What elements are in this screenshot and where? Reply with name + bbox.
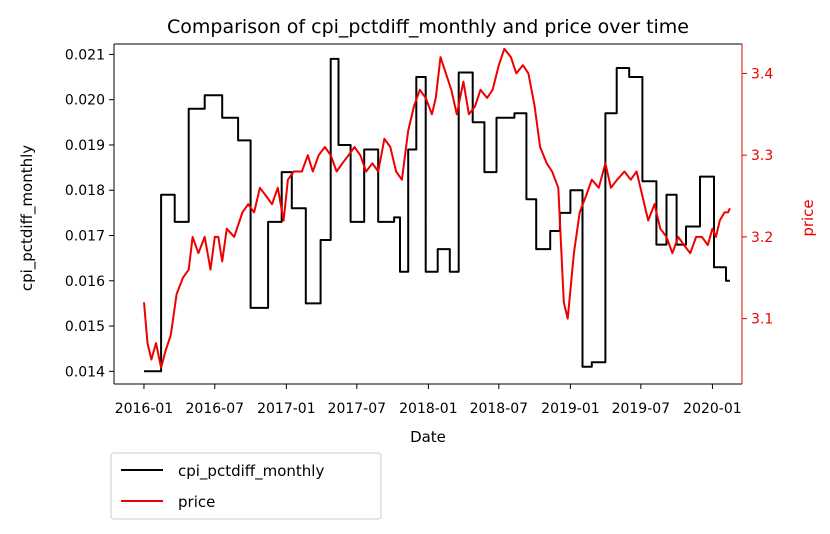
left-y-axis-label: cpi_pctdiff_monthly xyxy=(18,145,37,291)
right-y-tick-label: 3.1 xyxy=(751,312,773,328)
left-y-axis: 0.014 0.015 0.016 0.017 0.018 0.019 0.020 0.021 xyxy=(65,47,114,380)
left-y-tick-label: 0.014 xyxy=(65,364,105,380)
legend-frame xyxy=(110,452,382,520)
x-tick-label: 2018-01 xyxy=(399,401,458,417)
x-axis-label: Date xyxy=(410,428,446,446)
legend-label-price: price xyxy=(178,493,215,511)
left-y-tick-label: 0.018 xyxy=(65,183,105,199)
x-tick-label: 2020-01 xyxy=(683,401,742,417)
right-y-tick-label: 3.2 xyxy=(751,230,773,246)
legend: cpi_pctdiff_monthly price xyxy=(110,452,382,520)
plot-area xyxy=(113,43,743,385)
x-tick-label: 2016-01 xyxy=(115,401,174,417)
series-line-price xyxy=(143,47,731,369)
x-tick-label: 2016-07 xyxy=(186,401,245,417)
legend-label-cpi: cpi_pctdiff_monthly xyxy=(178,462,324,481)
right-y-tick-label: 3.3 xyxy=(751,148,773,164)
left-y-tick-label: 0.015 xyxy=(65,319,105,335)
x-tick-label: 2017-07 xyxy=(328,401,387,417)
left-y-tick-label: 0.019 xyxy=(65,138,105,154)
left-y-tick-label: 0.020 xyxy=(65,93,105,109)
right-y-axis: 3.1 3.2 3.3 3.4 xyxy=(742,66,773,328)
left-y-tick-label: 0.016 xyxy=(65,274,105,290)
x-tick-label: 2019-07 xyxy=(612,401,671,417)
x-axis: 2016-01 2016-07 2017-01 2017-07 2018-01 2018-… xyxy=(115,384,742,417)
chart-title: Comparison of cpi_pctdiff_monthly and pr… xyxy=(167,16,689,38)
series-line-cpi xyxy=(144,57,730,373)
left-y-tick-label: 0.017 xyxy=(65,229,105,245)
x-tick-label: 2018-07 xyxy=(470,401,529,417)
x-tick-label: 2017-01 xyxy=(257,401,316,417)
right-y-tick-label: 3.4 xyxy=(751,66,773,82)
x-tick-label: 2019-01 xyxy=(541,401,600,417)
right-y-axis-label: price xyxy=(799,199,817,236)
left-y-tick-label: 0.021 xyxy=(65,47,105,63)
